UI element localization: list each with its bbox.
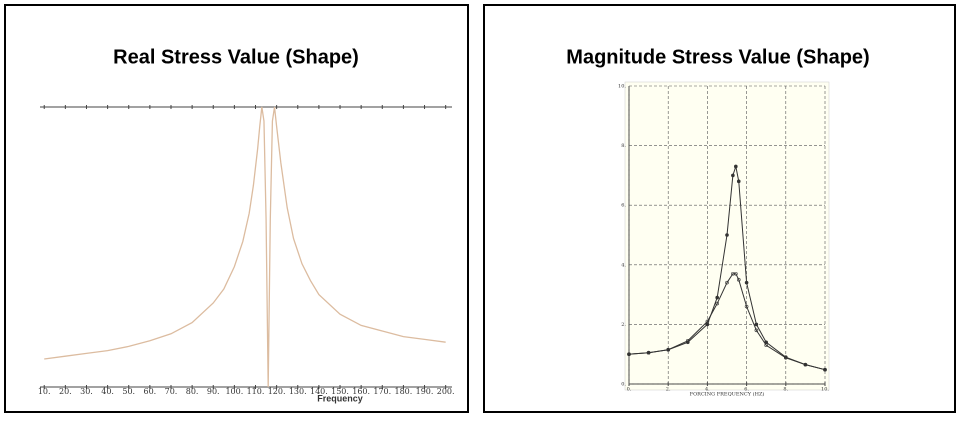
- x-tick-label: 0.: [627, 387, 632, 393]
- x-tick-label: 8.: [783, 387, 788, 393]
- left-panel: [4, 4, 469, 413]
- y-tick-label: 6.: [621, 203, 626, 209]
- x-tick-label: 90.: [207, 387, 220, 396]
- chart-title: Real Stress Value (Shape): [113, 46, 359, 68]
- marker: [823, 367, 827, 372]
- marker: [666, 347, 671, 352]
- y-tick-label: 8.: [621, 143, 626, 149]
- x-tick-label: 6.: [744, 387, 749, 393]
- marker: [705, 319, 710, 324]
- marker: [734, 271, 738, 276]
- marker: [754, 322, 759, 327]
- x-axis-label: Frequency: [317, 393, 363, 403]
- y-tick-label: 10.: [618, 84, 626, 90]
- x-tick-label: 60.: [143, 387, 156, 396]
- x-tick-label: 150.: [331, 387, 349, 396]
- x-tick-label: 30.: [80, 387, 93, 396]
- x-tick-label: 2.: [666, 387, 671, 393]
- x-tick-label: 4.: [705, 387, 710, 393]
- marker: [736, 179, 741, 184]
- marker: [803, 362, 808, 367]
- marker: [736, 277, 741, 282]
- x-tick-label: 170.: [373, 387, 391, 396]
- x-tick-label: 160.: [352, 387, 370, 396]
- x-tick-label: 70.: [165, 387, 178, 396]
- marker: [744, 280, 749, 285]
- x-tick-label: 50.: [122, 387, 135, 396]
- y-tick-label: 2.: [621, 322, 626, 328]
- x-tick-label: 200.: [437, 387, 455, 396]
- x-tick-label: 110.: [247, 387, 265, 396]
- x-tick-label: 80.: [186, 387, 199, 396]
- x-tick-label: 40.: [101, 387, 114, 396]
- x-tick-label: 130.: [289, 387, 307, 396]
- marker: [646, 350, 651, 355]
- marker: [705, 322, 710, 327]
- x-tick-label: 180.: [394, 387, 412, 396]
- marker: [754, 328, 759, 333]
- marker: [783, 355, 788, 360]
- x-tick-label: 100.: [225, 387, 243, 396]
- x-tick-label: 10.: [38, 387, 51, 396]
- series-line: [628, 164, 826, 371]
- marker: [734, 164, 738, 169]
- marker: [744, 304, 749, 309]
- y-tick-label: 4.: [621, 262, 626, 268]
- marker: [725, 233, 729, 237]
- chart-title: Magnitude Stress Value (Shape): [566, 46, 869, 68]
- x-tick-label: 190.: [416, 387, 434, 396]
- marker: [627, 352, 631, 357]
- marker: [725, 280, 729, 285]
- x-tick-label: 120.: [268, 387, 286, 396]
- x-tick-label: 20.: [59, 387, 72, 396]
- marker: [764, 343, 769, 348]
- series-line: [44, 106, 446, 388]
- x-tick-label: 140.: [310, 387, 328, 396]
- marker: [731, 173, 735, 178]
- y-tick-label: 0.: [621, 382, 626, 388]
- plot: 10. 20. 30. 40. 50. 60. 70. 80. 90. 100. 110. 120. 1…: [38, 105, 455, 396]
- x-tick-label: 10.: [821, 387, 829, 393]
- marker: [715, 295, 720, 300]
- x-axis-label: FORCING FREQUENCY (HZ): [690, 391, 765, 398]
- marker: [685, 338, 690, 343]
- marker: [715, 301, 720, 306]
